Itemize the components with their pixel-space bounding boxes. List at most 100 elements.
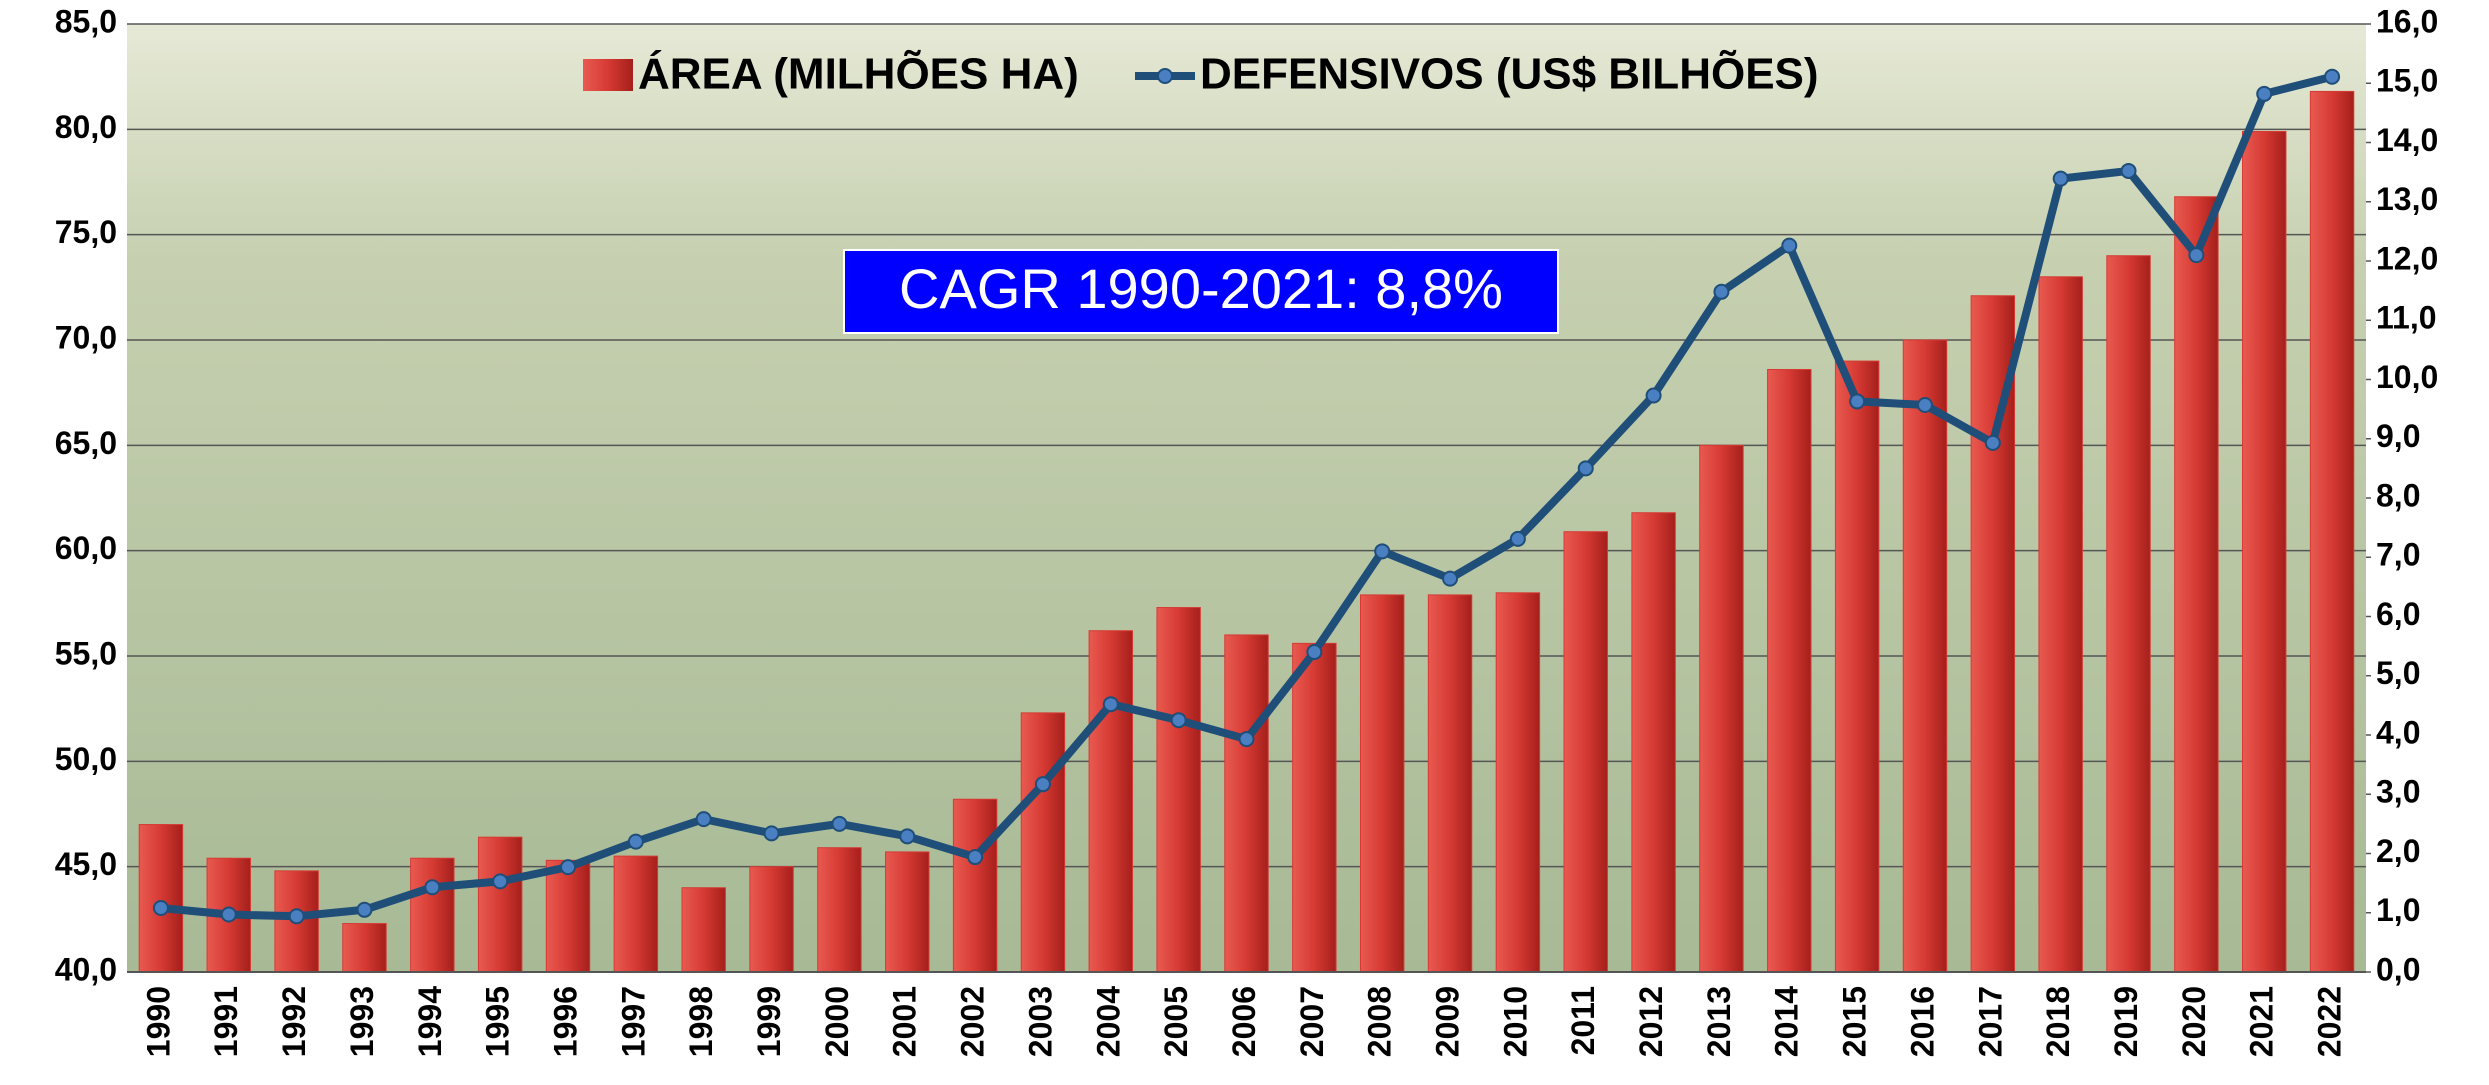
line-point <box>1850 394 1864 408</box>
annotation: CAGR 1990-2021: 8,8% <box>899 257 1503 320</box>
line-point <box>2189 248 2203 262</box>
line-point <box>2257 87 2271 101</box>
x-tick-label: 1990 <box>140 986 176 1057</box>
bar <box>2107 256 2150 972</box>
line-point <box>1172 713 1186 727</box>
y-tick-label: 45,0 <box>55 846 117 882</box>
x-tick-label: 2007 <box>1294 986 1330 1057</box>
bar <box>1293 643 1336 972</box>
bar <box>343 924 386 972</box>
y-tick-label: 55,0 <box>55 635 117 671</box>
line-point <box>629 835 643 849</box>
legend-swatch <box>583 59 633 91</box>
bar <box>886 852 929 972</box>
chart: CAGR 1990-2021: 8,8% ÁREA (MILHÕES HA) D… <box>0 0 2489 1085</box>
x-tick-label: 2011 <box>1565 986 1601 1055</box>
y-tick-label: 75,0 <box>55 214 117 250</box>
bar <box>1903 340 1946 972</box>
y2-tick-label: 1,0 <box>2376 892 2420 928</box>
bar <box>1632 513 1675 972</box>
bar <box>1768 369 1811 972</box>
legend-label: DEFENSIVOS (US$ BILHÕES) <box>1200 49 1819 99</box>
x-tick-label: 2006 <box>1226 986 1262 1057</box>
line-point <box>1714 285 1728 299</box>
x-tick-label: 1997 <box>615 986 651 1057</box>
bar <box>1225 635 1268 972</box>
x-tick-label: 1994 <box>412 986 448 1057</box>
line-point <box>1036 777 1050 791</box>
bar <box>1564 532 1607 972</box>
x-tick-label: 2017 <box>1972 986 2008 1057</box>
bar <box>546 860 589 972</box>
line-point <box>154 901 168 915</box>
y-tick-label: 70,0 <box>55 319 117 355</box>
bar <box>139 825 182 972</box>
y2-tick-label: 8,0 <box>2376 477 2420 513</box>
line-point <box>2054 172 2068 186</box>
bar <box>1021 713 1064 972</box>
x-tick-label: 2022 <box>2312 986 2348 1057</box>
y2-tick-label: 15,0 <box>2376 63 2438 99</box>
line-point <box>1443 572 1457 586</box>
line-point <box>1104 697 1118 711</box>
x-tick-label: 2016 <box>1904 986 1940 1057</box>
x-tick-label: 2014 <box>1769 986 1805 1057</box>
line-point <box>968 850 982 864</box>
x-tick-label: 2001 <box>887 986 923 1057</box>
line-point <box>1375 544 1389 558</box>
legend-swatch <box>1158 69 1172 83</box>
bar <box>614 856 657 972</box>
bar <box>2175 197 2218 972</box>
y2-tick-label: 3,0 <box>2376 774 2420 810</box>
x-tick-label: 2015 <box>1837 986 1873 1057</box>
y-tick-label: 40,0 <box>55 951 117 987</box>
bar <box>682 888 725 972</box>
line-point <box>1240 732 1254 746</box>
y2-tick-label: 0,0 <box>2376 951 2420 987</box>
line-point <box>1511 532 1525 546</box>
line-point <box>2325 70 2339 84</box>
y-tick-label: 50,0 <box>55 741 117 777</box>
line-point <box>1918 398 1932 412</box>
x-tick-label: 1999 <box>751 986 787 1057</box>
bar <box>478 837 521 972</box>
y2-tick-label: 10,0 <box>2376 359 2438 395</box>
bar <box>1700 445 1743 972</box>
line-point <box>900 829 914 843</box>
y2-tick-label: 6,0 <box>2376 596 2420 632</box>
bar <box>2039 277 2082 972</box>
x-tick-label: 2020 <box>2176 986 2212 1057</box>
line-point <box>2122 164 2136 178</box>
x-tick-label: 1993 <box>344 986 380 1057</box>
x-tick-label: 2005 <box>1158 986 1194 1057</box>
y2-tick-label: 2,0 <box>2376 833 2420 869</box>
bar <box>1360 595 1403 972</box>
x-tick-label: 2009 <box>1429 986 1465 1057</box>
y-tick-label: 65,0 <box>55 425 117 461</box>
x-tick-label: 1992 <box>276 986 312 1057</box>
y2-tick-label: 7,0 <box>2376 537 2420 573</box>
line-point <box>1782 239 1796 253</box>
x-tick-label: 2021 <box>2244 986 2280 1057</box>
bar <box>2310 91 2353 972</box>
line-point <box>290 909 304 923</box>
bar <box>1089 631 1132 972</box>
x-tick-label: 2000 <box>819 986 855 1057</box>
line-point <box>1307 645 1321 659</box>
y2-tick-label: 14,0 <box>2376 122 2438 158</box>
line-point <box>357 903 371 917</box>
x-tick-label: 2013 <box>1701 986 1737 1057</box>
bar <box>2243 131 2286 972</box>
line-point <box>765 826 779 840</box>
line-point <box>697 812 711 826</box>
line-point <box>425 880 439 894</box>
line-point <box>1579 461 1593 475</box>
y2-tick-label: 4,0 <box>2376 714 2420 750</box>
x-tick-label: 2019 <box>2108 986 2144 1057</box>
line-point <box>832 817 846 831</box>
x-tick-label: 1998 <box>683 986 719 1057</box>
y2-tick-label: 13,0 <box>2376 181 2438 217</box>
x-tick-label: 2004 <box>1090 986 1126 1057</box>
line-point <box>1986 436 2000 450</box>
y2-tick-label: 11,0 <box>2376 300 2437 336</box>
